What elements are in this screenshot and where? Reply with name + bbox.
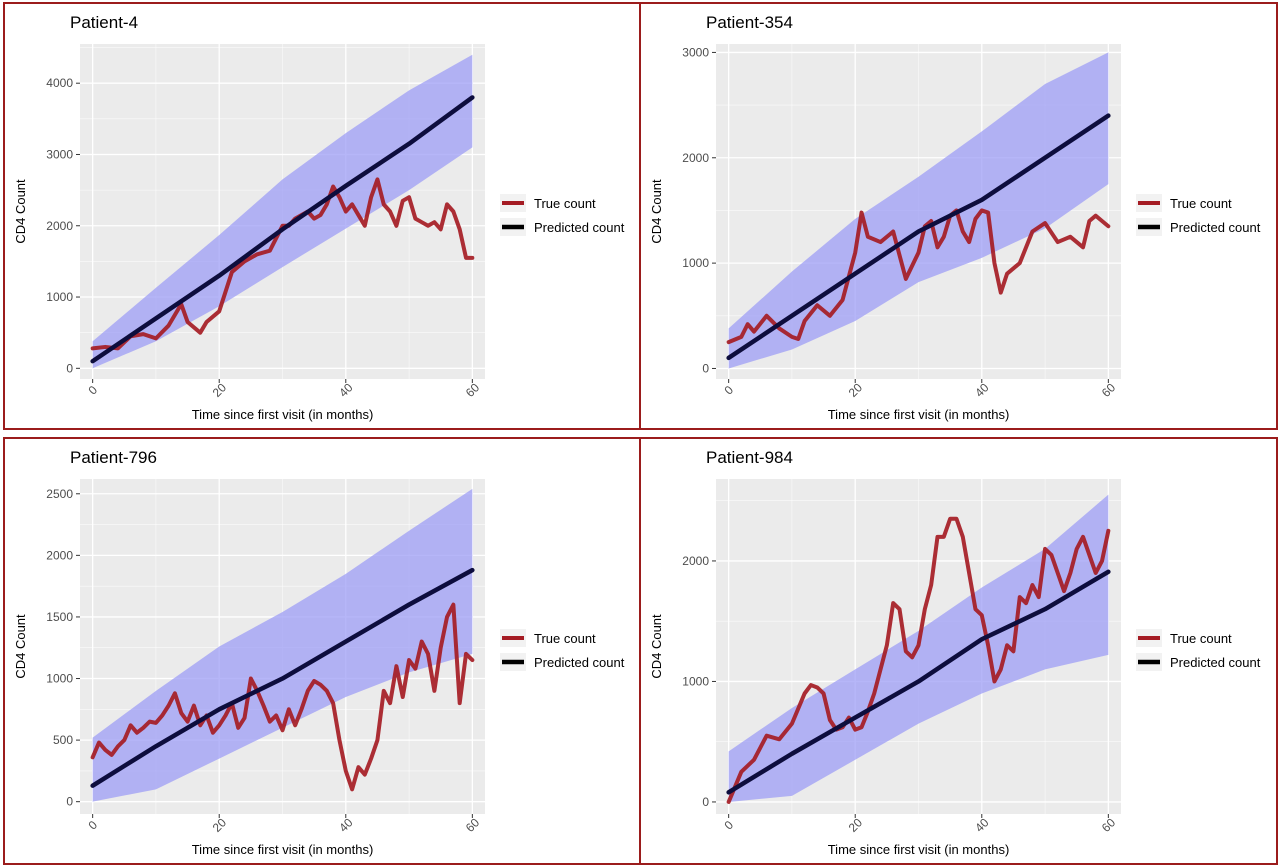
y-tick-label: 2500	[46, 487, 73, 501]
chart-svg-patient-354: Patient-354 0 20 40 60 0 1000 2000 3000 Time sinc…	[649, 13, 1261, 422]
prediction-interval-band	[92, 54, 473, 369]
y-tick-label: 1000	[682, 674, 709, 688]
chart-panel-patient-354: Patient-354 0 20 40 60 0 1000 2000 3000 Time sinc…	[639, 2, 1278, 430]
chart-title: Patient-354	[706, 13, 793, 32]
predicted-count-line	[90, 567, 475, 788]
legend-label-true-count: True count	[534, 631, 596, 646]
x-tick-label: 60	[463, 815, 483, 835]
legend-label-true-count: True count	[534, 196, 596, 211]
chart-title: Patient-796	[70, 448, 157, 467]
y-tick-label: 500	[53, 733, 73, 747]
y-tick-label: 2000	[682, 151, 709, 165]
y-tick-label: 2000	[46, 548, 73, 562]
x-tick-label: 60	[1099, 815, 1119, 835]
x-tick-label: 40	[972, 815, 992, 835]
y-axis-label: CD4 Count	[649, 179, 664, 244]
chart-svg-patient-984: Patient-984 0 20 40 60 0 1000 2000 Time since fi…	[649, 448, 1261, 857]
legend-label-true-count: True count	[1170, 631, 1232, 646]
x-axis-label: Time since first visit (in months)	[828, 842, 1010, 857]
chart-title: Patient-4	[70, 13, 138, 32]
x-tick-label: 20	[846, 380, 866, 400]
x-tick-label: 0	[722, 818, 737, 833]
true-count-line	[726, 516, 1111, 804]
x-axis-label: Time since first visit (in months)	[192, 407, 374, 422]
chart-svg-patient-796: Patient-796 0 20 40 60 0 500 1000 1500 2000 2500 Ti…	[13, 448, 625, 857]
y-tick-label: 0	[702, 795, 709, 809]
y-tick-label: 1000	[46, 672, 73, 686]
true-count-line	[726, 208, 1111, 345]
x-axis-label: Time since first visit (in months)	[828, 407, 1010, 422]
x-tick-label: 0	[86, 818, 101, 833]
legend-label-predicted-count: Predicted count	[534, 220, 625, 235]
chart-panel-patient-4: Patient-4 0 20 40 60 0 1000 2000 3000 4000 Time si…	[3, 2, 641, 430]
y-tick-label: 0	[66, 361, 73, 375]
y-tick-label: 3000	[682, 45, 709, 59]
x-tick-label: 0	[86, 383, 101, 398]
prediction-interval-band	[728, 52, 1109, 369]
legend-label-predicted-count: Predicted count	[1170, 220, 1261, 235]
chart-svg-patient-4: Patient-4 0 20 40 60 0 1000 2000 3000 4000 Time si…	[13, 13, 625, 422]
x-tick-label: 20	[210, 815, 230, 835]
y-tick-label: 1000	[682, 256, 709, 270]
predicted-count-line	[90, 95, 475, 364]
y-tick-label: 4000	[46, 76, 73, 90]
y-tick-label: 0	[702, 361, 709, 375]
x-tick-label: 0	[722, 383, 737, 398]
chart-panel-patient-796: Patient-796 0 20 40 60 0 500 1000 1500 2000 2500 Ti…	[3, 437, 641, 865]
x-tick-label: 40	[336, 380, 356, 400]
x-tick-label: 60	[463, 380, 483, 400]
y-tick-label: 3000	[46, 147, 73, 161]
y-tick-label: 2000	[682, 554, 709, 568]
legend-label-predicted-count: Predicted count	[1170, 655, 1261, 670]
x-tick-label: 20	[210, 380, 230, 400]
x-tick-label: 60	[1099, 380, 1119, 400]
chart-panel-patient-984: Patient-984 0 20 40 60 0 1000 2000 Time since fi…	[639, 437, 1278, 865]
legend-label-true-count: True count	[1170, 196, 1232, 211]
legend-label-predicted-count: Predicted count	[534, 655, 625, 670]
x-tick-label: 40	[972, 380, 992, 400]
y-tick-label: 0	[66, 795, 73, 809]
predicted-count-line	[726, 113, 1111, 361]
x-tick-label: 40	[336, 815, 356, 835]
y-axis-label: CD4 Count	[13, 614, 28, 679]
y-tick-label: 1000	[46, 290, 73, 304]
true-count-line	[90, 602, 475, 792]
chart-title: Patient-984	[706, 448, 793, 467]
y-tick-label: 2000	[46, 219, 73, 233]
x-axis-label: Time since first visit (in months)	[192, 842, 374, 857]
y-tick-label: 1500	[46, 610, 73, 624]
y-axis-label: CD4 Count	[649, 614, 664, 679]
x-tick-label: 20	[846, 815, 866, 835]
y-axis-label: CD4 Count	[13, 179, 28, 244]
predicted-count-line	[726, 569, 1111, 795]
